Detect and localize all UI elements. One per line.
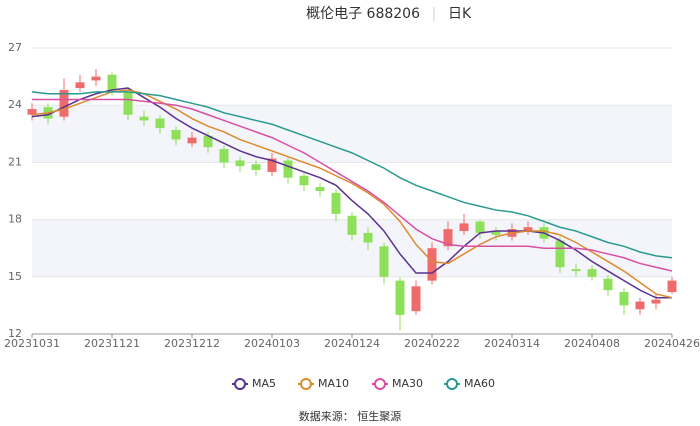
candle-body xyxy=(347,215,357,235)
x-tick-label: 20240103 xyxy=(244,337,300,350)
candle-body xyxy=(27,109,37,115)
ma-line xyxy=(31,91,673,259)
candle-body xyxy=(523,227,533,232)
candle-body xyxy=(667,280,677,293)
candle-body xyxy=(395,280,405,315)
x-tick-label: 20231031 xyxy=(4,337,60,350)
candle-body xyxy=(187,137,197,144)
legend-label: MA60 xyxy=(464,377,495,390)
candle-body xyxy=(427,248,437,281)
x-tick-label: 20231212 xyxy=(164,337,220,350)
candle-body xyxy=(91,76,101,81)
chart-subtitle: 日K xyxy=(448,6,472,22)
candle-body xyxy=(107,74,117,90)
y-tick-label: 27 xyxy=(8,41,22,54)
legend-label: MA5 xyxy=(252,377,276,390)
x-tick-label: 20240408 xyxy=(564,337,620,350)
y-tick-label: 24 xyxy=(8,98,22,111)
x-tick-label: 20240222 xyxy=(404,337,460,350)
candle-body xyxy=(123,91,133,115)
legend-marker xyxy=(374,378,386,390)
ma-line xyxy=(31,87,672,299)
y-tick-label: 12 xyxy=(8,327,22,340)
legend-marker xyxy=(446,378,458,390)
candle-body xyxy=(251,164,261,171)
candle-body xyxy=(619,292,629,306)
x-tick-label: 20231121 xyxy=(84,337,140,350)
candle-body xyxy=(587,269,597,277)
legend-label: MA10 xyxy=(318,377,349,390)
source: 数据来源： 恒生聚源 xyxy=(299,409,402,423)
y-tick-label: 15 xyxy=(8,270,22,283)
candle-body xyxy=(571,269,581,272)
legend-label: MA30 xyxy=(392,377,423,390)
candle-body xyxy=(59,89,69,117)
candle-body xyxy=(651,299,661,304)
candle-body xyxy=(267,158,277,172)
candle-body xyxy=(155,118,165,129)
x-tick-label: 20240124 xyxy=(324,337,380,350)
y-tick-label: 21 xyxy=(8,155,22,168)
x-tick-label: 20240314 xyxy=(484,337,540,350)
candle-body xyxy=(603,278,613,291)
candle-body xyxy=(491,231,501,235)
candle-body xyxy=(235,160,245,167)
candle-body xyxy=(411,286,421,312)
candle-body xyxy=(219,149,229,163)
candle-body xyxy=(459,223,469,232)
candle-body xyxy=(331,192,341,214)
candle-body xyxy=(299,175,309,186)
x-tick-label: 20240426 xyxy=(644,337,700,350)
candle-body xyxy=(203,135,213,148)
candle-body xyxy=(475,221,485,233)
candle-body xyxy=(75,82,85,89)
candle-body xyxy=(379,246,389,277)
ma-line xyxy=(32,98,673,272)
candle-body xyxy=(315,187,325,191)
legend-marker xyxy=(234,378,246,390)
legend-marker xyxy=(300,378,312,390)
chart-title: 概伦电子 688206 xyxy=(306,6,420,22)
candle-body xyxy=(283,160,293,178)
candle-body xyxy=(555,240,565,268)
y-tick-label: 18 xyxy=(8,213,22,226)
candle-body xyxy=(171,129,181,140)
candle-body xyxy=(635,301,645,310)
candle-body xyxy=(363,232,373,243)
candle-body xyxy=(443,229,453,247)
candle-body xyxy=(139,116,149,121)
